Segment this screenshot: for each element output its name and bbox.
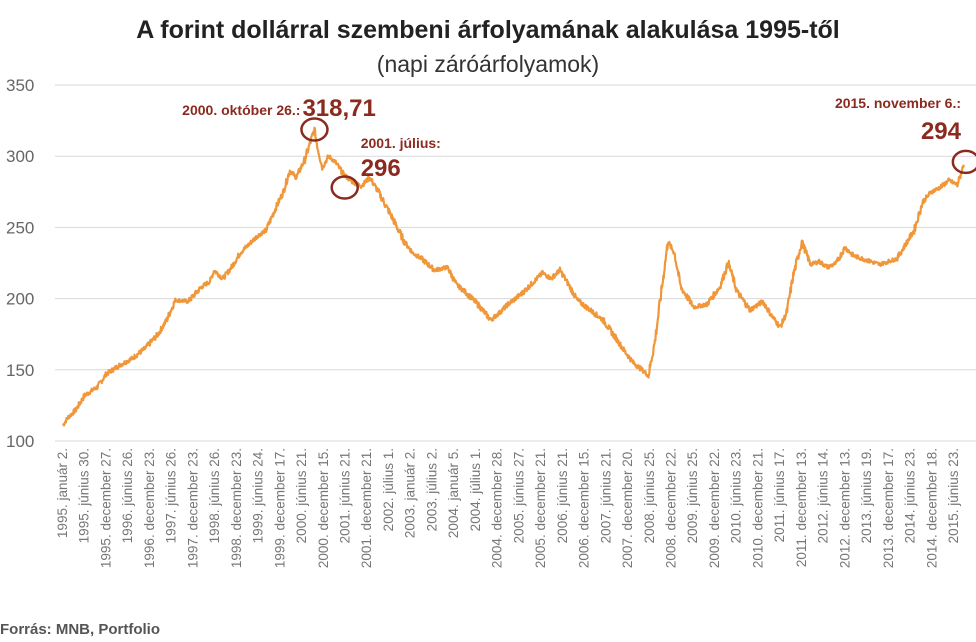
x-tick-label: 2005. december 21.	[533, 448, 548, 568]
x-tick-label: 2005. június 27.	[511, 448, 526, 543]
y-tick-label: 350	[6, 76, 34, 95]
annotation-circle	[300, 117, 329, 142]
x-tick-label: 2000. június 21.	[294, 448, 309, 543]
x-tick-label: 1997. december 23.	[185, 448, 200, 568]
x-tick-label: 2011. június 17.	[772, 448, 787, 542]
plot-area	[61, 126, 965, 427]
annotation-value: 318,71	[302, 95, 375, 122]
x-tick-label: 2007. június 21.	[598, 448, 613, 543]
annotation-label: 2000. október 26.:	[182, 102, 300, 118]
x-tick-label: 2009. június 25.	[685, 448, 700, 543]
gridlines	[55, 84, 976, 442]
x-tick-label: 1995. június 30.	[77, 448, 92, 543]
x-tick-label: 1998. június 26.	[207, 448, 222, 543]
annotation-label: 2015. november 6.:	[835, 95, 961, 111]
annotation-label: 2001. július:	[361, 135, 441, 151]
x-tick-label: 2011. december 13.	[794, 448, 809, 567]
x-tick-label: 2007. december 20.	[620, 448, 635, 568]
x-tick-label: 2013. december 17.	[881, 448, 896, 568]
exchange-rate-line	[61, 126, 965, 427]
x-tick-label: 1999. december 17.	[272, 448, 287, 568]
chart-subtitle: (napi záróárfolyamok)	[377, 51, 599, 77]
y-axis: 100 150 200 250 300 350	[6, 76, 34, 451]
x-tick-label: 2001. június 21.	[338, 448, 353, 543]
x-tick-label: 2008. június 25.	[642, 448, 657, 543]
x-tick-label: 2002. július 1.	[381, 448, 396, 531]
x-tick-label: 2004. július 1.	[468, 448, 483, 531]
chart-title: A forint dollárral szembeni árfolyamának…	[136, 16, 840, 44]
y-tick-label: 300	[6, 147, 34, 166]
x-tick-label: 2006. június 21.	[555, 448, 570, 543]
x-tick-label: 2003. január 2.	[403, 448, 418, 538]
y-tick-label: 100	[6, 432, 34, 451]
x-tick-label: 1996. június 26.	[120, 448, 135, 543]
y-tick-label: 150	[6, 361, 34, 380]
x-tick-label: 2014. június 23.	[903, 448, 918, 543]
x-tick-label: 2001. december 21.	[359, 448, 374, 568]
x-tick-label: 2000. december 15.	[316, 448, 331, 568]
source-note: Forrás: MNB, Portfolio	[0, 621, 160, 638]
x-tick-label: 2006. december 15.	[577, 448, 592, 568]
y-tick-label: 250	[6, 218, 34, 237]
x-tick-label: 2013. június 19.	[859, 448, 874, 543]
annotation-circle	[330, 175, 359, 200]
annotation-circle	[951, 149, 976, 175]
x-tick-label: 2014. december 18.	[924, 448, 939, 568]
x-tick-label: 1996. december 23.	[142, 448, 157, 568]
annotation-value: 294	[921, 118, 962, 145]
x-axis: 1995. január 2. 1995. június 30. 1995. dec…	[55, 448, 961, 568]
x-tick-label: 2010. június 23.	[729, 448, 744, 543]
x-tick-label: 1995. december 27.	[98, 448, 113, 568]
annotations: 2000. október 26.: 318,71 2001. július: 296…	[182, 95, 976, 200]
x-tick-label: 2010. december 21.	[750, 448, 765, 568]
x-tick-label: 2012. december 13.	[837, 448, 852, 568]
x-tick-label: 1997. június 26.	[164, 448, 179, 543]
annotation-value: 296	[361, 155, 401, 182]
x-tick-label: 2015. június 23.	[946, 448, 961, 543]
x-tick-label: 1999. június 24.	[251, 448, 266, 543]
x-tick-label: 1995. január 2.	[55, 448, 70, 538]
x-tick-label: 2004. december 28.	[490, 448, 505, 568]
x-tick-label: 2004. január 5.	[446, 448, 461, 538]
y-tick-label: 200	[6, 290, 34, 309]
x-tick-label: 2008. december 22.	[663, 448, 678, 568]
x-tick-label: 2003. július 2.	[424, 448, 439, 531]
x-tick-label: 2009. december 22.	[707, 448, 722, 568]
x-tick-label: 1998. december 23.	[229, 448, 244, 568]
x-tick-label: 2012. június 14.	[816, 448, 831, 543]
